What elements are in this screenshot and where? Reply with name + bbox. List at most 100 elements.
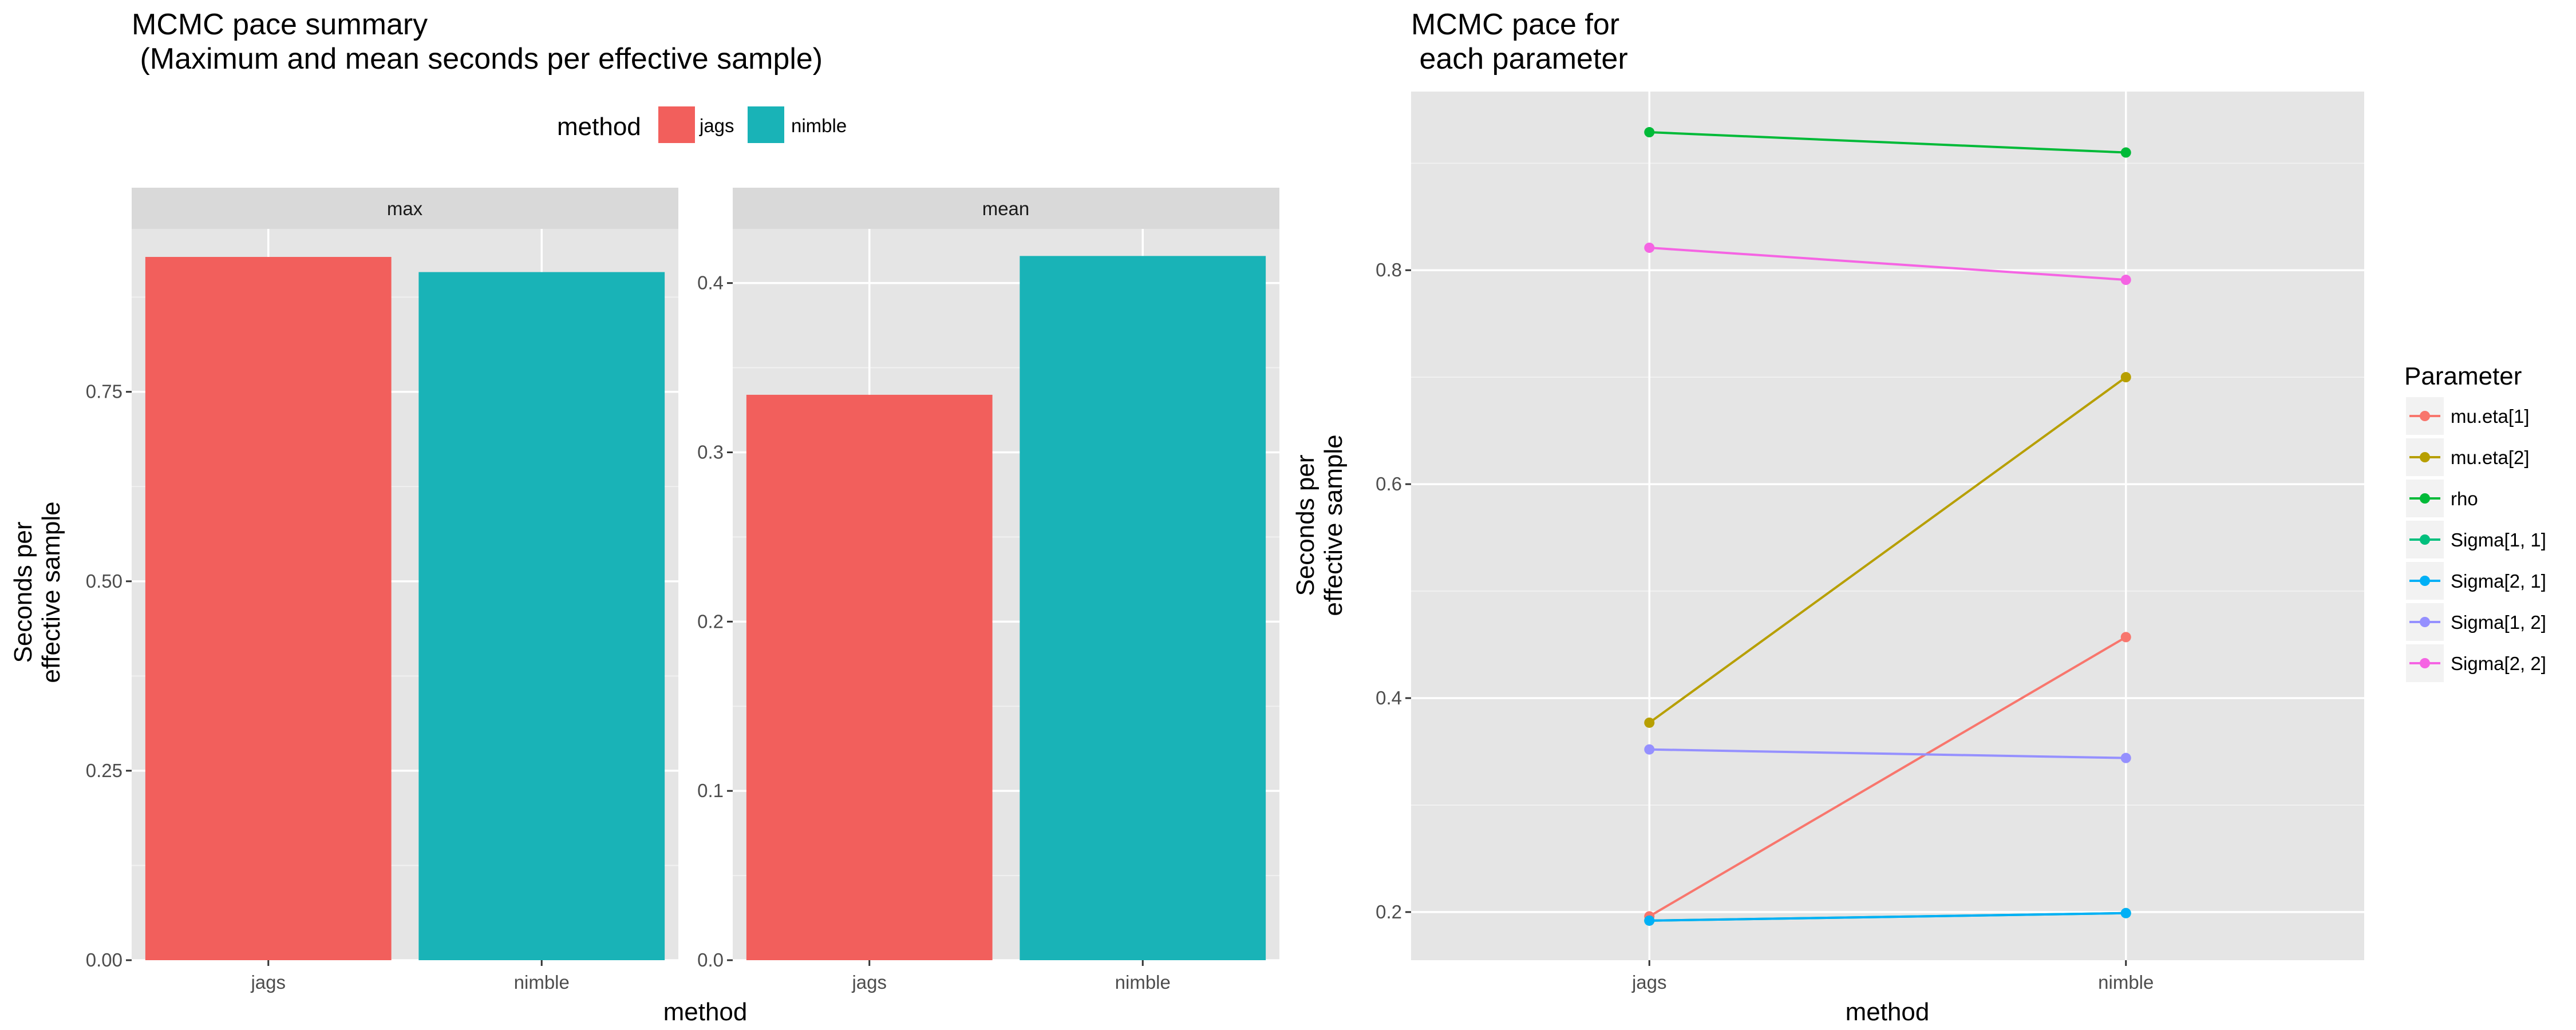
series-point xyxy=(1644,915,1655,926)
series-line xyxy=(1649,246,2126,282)
series-mu.eta[2] xyxy=(1644,372,2131,728)
parameter-series xyxy=(1644,127,2131,926)
facet-max-bars xyxy=(145,257,665,961)
facet-max-y-axis: 0.00 0.25 0.50 0.75 xyxy=(86,381,132,970)
x-tick-label: nimble xyxy=(2098,972,2154,993)
legend-item-Sigma[2, 1]: Sigma[2, 1] xyxy=(2406,562,2546,600)
parameter-x-axis: jags nimble xyxy=(1631,960,2154,993)
legend-key-point xyxy=(2420,617,2430,627)
series-point xyxy=(2120,752,2131,763)
facet-mean-bars xyxy=(746,256,1266,960)
y-tick-label: 0.4 xyxy=(697,272,724,294)
bar-mean-nimble xyxy=(1020,256,1266,960)
legend-key-point xyxy=(2420,452,2430,462)
bar-max-nimble xyxy=(418,272,665,961)
parameter-title-line-1: MCMC pace for xyxy=(1411,8,1619,41)
legend-key-point xyxy=(2420,411,2430,421)
legend-item-mu.eta[1]: mu.eta[1] xyxy=(2406,397,2530,435)
y-tick-label: 0.1 xyxy=(697,780,724,801)
summary-title-line-2: (Maximum and mean seconds per effective … xyxy=(132,42,823,76)
facet-max-strip-label: max xyxy=(387,198,423,219)
y-tick-label: 0.4 xyxy=(1376,687,1402,708)
legend-label: Sigma[2, 1] xyxy=(2451,571,2546,592)
summary-chart: MCMC pace summary (Maximum and mean seco… xyxy=(9,8,1279,1026)
series-line xyxy=(1649,636,2127,918)
series-point xyxy=(1644,242,1655,253)
summary-x-axis-title: method xyxy=(663,998,748,1026)
legend-key-point xyxy=(2420,493,2430,504)
series-Sigma[2, 1] xyxy=(1644,908,2131,926)
summary-y-axis-title-line-2: effective sample xyxy=(37,501,65,683)
legend-key-point xyxy=(2420,658,2430,668)
legend-label: mu.eta[2] xyxy=(2451,447,2530,468)
series-line xyxy=(1649,376,2127,724)
legend-label: mu.eta[1] xyxy=(2451,406,2530,427)
parameter-chart: MCMC pace for each parameter 0.20.40.60.… xyxy=(1291,8,2546,1026)
series-line xyxy=(1649,748,2126,759)
method-legend-label-jags: jags xyxy=(699,115,734,136)
parameter-grid xyxy=(1411,92,2364,960)
legend-label: Sigma[1, 1] xyxy=(2451,529,2546,550)
facet-mean-y-axis: 0.0 0.1 0.2 0.3 0.4 xyxy=(697,272,733,970)
facet-max: max 0.00 0.25 0.50 0.75 jags nimble xyxy=(86,188,678,993)
parameter-title-line-2: each parameter xyxy=(1411,42,1628,76)
x-tick-label: jags xyxy=(851,972,887,993)
facet-mean: mean 0.0 0.1 0.2 0.3 0.4 jags nimble xyxy=(697,188,1279,993)
series-point xyxy=(2120,632,2131,643)
facet-max-strip xyxy=(132,188,678,229)
parameter-y-axis-title-line-1: Seconds per xyxy=(1291,454,1319,596)
y-tick-label: 0.3 xyxy=(697,442,724,463)
series-point xyxy=(2120,147,2131,158)
y-tick-label: 0.8 xyxy=(1376,259,1402,280)
y-tick-label: 0.2 xyxy=(697,611,724,632)
summary-y-axis-title-line-1: Seconds per xyxy=(9,521,37,663)
parameter-x-axis-title: method xyxy=(1846,998,1930,1026)
legend-item-Sigma[1, 2]: Sigma[1, 2] xyxy=(2406,603,2546,641)
y-tick-label: 0.0 xyxy=(697,949,724,970)
x-tick-label: jags xyxy=(250,972,286,993)
bar-mean-jags xyxy=(746,394,993,960)
series-Sigma[1, 2] xyxy=(1644,744,2131,763)
series-Sigma[2, 2] xyxy=(1644,242,2131,286)
method-legend-key-nimble xyxy=(748,106,784,143)
series-point xyxy=(2120,372,2131,383)
method-legend-label-nimble: nimble xyxy=(791,115,847,136)
facet-max-x-axis: jags nimble xyxy=(250,960,570,993)
legend-label: Sigma[1, 2] xyxy=(2451,612,2546,633)
y-tick-label: 0.25 xyxy=(86,760,123,781)
series-line xyxy=(1649,131,2126,154)
legend-label: Sigma[2, 2] xyxy=(2451,653,2546,674)
series-rho xyxy=(1644,127,2131,158)
y-tick-label: 0.6 xyxy=(1376,473,1402,494)
legend-key-point xyxy=(2420,576,2430,586)
facet-mean-strip xyxy=(733,188,1279,229)
legend-item-Sigma[1, 1]: Sigma[1, 1] xyxy=(2406,521,2546,558)
series-point xyxy=(2120,275,2131,286)
x-tick-label: nimble xyxy=(1115,972,1171,993)
series-point xyxy=(1644,717,1655,728)
y-tick-label: 0.75 xyxy=(86,381,123,402)
parameter-legend: Parameter mu.eta[1] mu.eta[2] rho Sigma[1, … xyxy=(2404,362,2546,682)
parameter-legend-title: Parameter xyxy=(2404,362,2522,390)
y-tick-label: 0.00 xyxy=(86,949,123,970)
parameter-panel xyxy=(1411,92,2364,960)
series-point xyxy=(2120,908,2131,918)
x-tick-label: jags xyxy=(1631,972,1667,993)
legend-item-rho: rho xyxy=(2406,480,2478,517)
parameter-y-axis: 0.2 0.4 0.6 0.8 xyxy=(1376,259,1411,922)
legend-item-Sigma[2, 2]: Sigma[2, 2] xyxy=(2406,644,2546,682)
legend-key-point xyxy=(2420,534,2430,545)
legend-label: rho xyxy=(2451,488,2478,509)
facet-mean-strip-label: mean xyxy=(982,198,1030,219)
parameter-y-axis-title-line-2: effective sample xyxy=(1319,434,1348,616)
series-point xyxy=(1644,744,1655,755)
y-tick-label: 0.2 xyxy=(1376,901,1402,922)
parameter-legend-items: mu.eta[1] mu.eta[2] rho Sigma[1, 1] Sigma[2,… xyxy=(2406,397,2546,682)
summary-title-line-1: MCMC pace summary xyxy=(132,8,428,41)
facet-mean-x-axis: jags nimble xyxy=(851,960,1171,993)
method-legend: method jags nimble xyxy=(557,106,847,143)
series-line xyxy=(1649,912,2126,922)
method-legend-title: method xyxy=(557,113,641,141)
series-point xyxy=(1644,127,1655,138)
